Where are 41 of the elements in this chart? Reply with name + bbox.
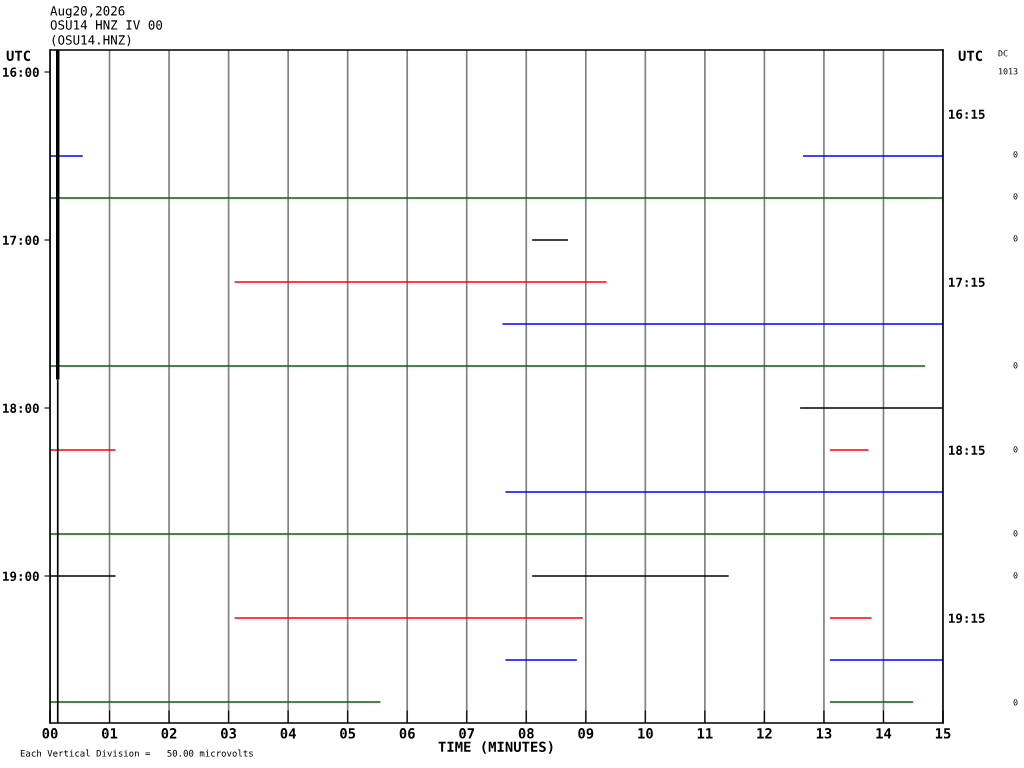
y2-tick-label: 16:15 [949,109,985,119]
x-tick-label: 04 [280,728,296,739]
x-tick-label: 01 [102,728,118,739]
text: 0 [1013,193,1018,200]
x-tick-label: 05 [340,728,356,739]
x-tick-label: 03 [221,728,237,739]
text: 0 [1013,530,1018,537]
y-axis-title: UTC [6,50,31,62]
x-tick-label: 10 [638,728,653,739]
x-tick-label: 07 [459,728,475,739]
x-tick-label: 15 [935,728,951,739]
text: 0 [1013,151,1018,158]
text: 0 [1013,446,1018,453]
x-tick-label: 11 [697,728,713,739]
text: 1013 [999,68,1018,75]
chart-subtitle: OSU14 HNZ IV 00 [50,20,163,30]
chart-title: Aug20,2026 [50,6,125,19]
x-tick-label: 12 [757,728,772,739]
text: 0 [1013,235,1018,242]
y2-tick-label: 18:15 [949,445,985,455]
x-tick-label: 00 [42,728,58,739]
x-tick-label: 13 [816,728,832,739]
text: 0 [1013,572,1018,579]
text: DC [998,50,1008,57]
text: Each Vertical Division = 50.00 microvolts [20,749,253,757]
text: 0 [1013,362,1018,369]
x-tick-label: 06 [399,728,415,739]
x-axis-title: TIME (MINUTES) [438,741,553,754]
text: 0 [1013,699,1018,706]
y-tick-label: 17:00 [3,235,39,245]
x-tick-label: 02 [161,728,177,739]
x-tick-label: 09 [578,728,594,739]
x-tick-label: 08 [518,728,534,739]
y2-tick-label: 19:15 [949,613,985,623]
y2-tick-label: 17:15 [949,277,985,287]
y-tick-label: 19:00 [3,571,39,581]
x-tick-label: 14 [876,728,892,739]
text: (OSU14.HNZ) [52,35,131,47]
y-tick-label: 18:00 [3,403,39,413]
y-tick-label: 16:00 [3,67,39,77]
y2-axis-title: UTC [958,50,983,62]
